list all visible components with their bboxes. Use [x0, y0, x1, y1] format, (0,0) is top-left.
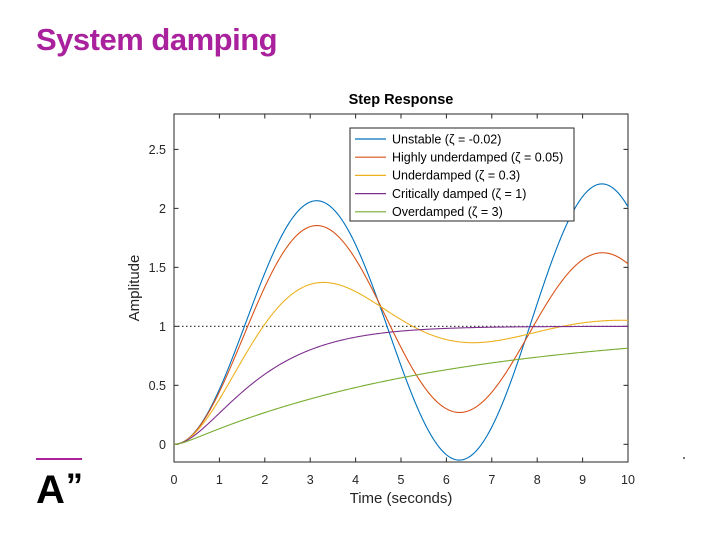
- x-tick-label: 6: [443, 473, 450, 487]
- y-tick-label: 0.5: [149, 379, 166, 393]
- series-line-1: [173, 224, 629, 445]
- series-line-4: [173, 347, 629, 445]
- x-axis-label: Time (seconds): [350, 490, 453, 507]
- x-axis-ticks: 0 1 2 3 4 5 6 7 8 9 10: [171, 114, 635, 487]
- x-tick-label: 1: [216, 473, 223, 487]
- y-tick-label: 2.5: [149, 143, 166, 157]
- x-tick-label: 7: [488, 473, 495, 487]
- accent-rule: [36, 458, 82, 460]
- series-line-2: [173, 281, 629, 445]
- chart-title: Step Response: [349, 92, 454, 108]
- x-tick-label: 0: [171, 473, 178, 487]
- legend-entry: Underdamped (ζ = 0.3): [392, 169, 520, 183]
- x-tick-label: 2: [261, 473, 268, 487]
- legend-entry: Unstable (ζ = -0.02): [392, 132, 501, 146]
- slide-dot: [683, 457, 685, 459]
- legend: Unstable (ζ = -0.02) Highly underdamped (…: [349, 127, 575, 222]
- x-tick-label: 4: [352, 473, 359, 487]
- logo: A”: [36, 467, 83, 512]
- legend-entry: Overdamped (ζ = 3): [392, 205, 503, 219]
- x-tick-label: 10: [621, 473, 635, 487]
- series-line-3: [173, 325, 628, 445]
- legend-box: [349, 127, 575, 222]
- y-tick-label: 0: [159, 438, 166, 452]
- slide-title: System damping: [36, 22, 278, 57]
- logo-mark: ”: [65, 467, 83, 505]
- y-tick-label: 1: [159, 320, 166, 334]
- x-tick-label: 5: [398, 473, 405, 487]
- x-tick-label: 9: [579, 473, 586, 487]
- logo-letter: A: [36, 468, 65, 512]
- x-tick-label: 3: [307, 473, 314, 487]
- legend-entry: Critically damped (ζ = 1): [392, 187, 526, 201]
- series-lines: [173, 183, 629, 461]
- series-line-0: [173, 183, 629, 461]
- y-axis-ticks: 0 0.5 1 1.5 2 2.5: [149, 143, 628, 452]
- y-tick-label: 1.5: [149, 261, 166, 275]
- y-axis-label: Amplitude: [126, 255, 143, 322]
- x-tick-label: 8: [534, 473, 541, 487]
- legend-entry: Highly underdamped (ζ = 0.05): [392, 151, 563, 165]
- y-tick-label: 2: [159, 202, 166, 216]
